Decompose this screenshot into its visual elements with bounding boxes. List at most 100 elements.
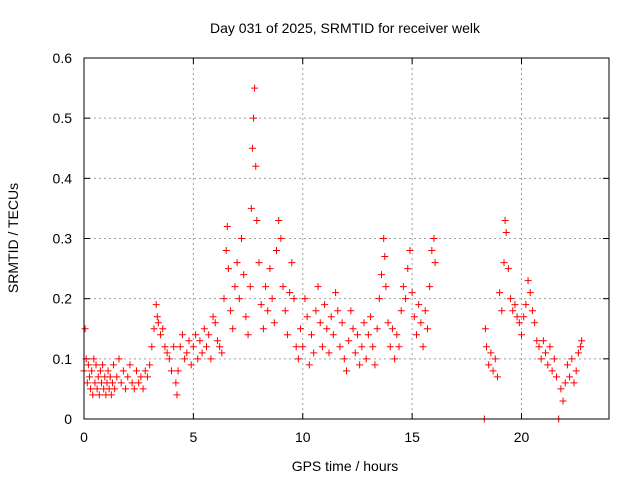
data-point [154, 319, 162, 327]
data-point [498, 307, 506, 315]
y-axis-label: SRMTID / TECUs [5, 183, 21, 293]
data-point [327, 313, 335, 321]
data-point [115, 355, 123, 363]
data-point [487, 349, 495, 357]
data-point [563, 361, 571, 369]
data-point [250, 114, 258, 122]
y-tick-label: 0.4 [53, 170, 73, 186]
data-point [358, 343, 366, 351]
data-point [161, 343, 169, 351]
data-point [223, 222, 231, 230]
data-point [303, 313, 311, 321]
data-point [283, 331, 291, 339]
data-point [163, 349, 171, 357]
data-point [84, 361, 92, 369]
data-point [255, 259, 263, 267]
data-point [168, 367, 175, 375]
data-point [119, 367, 127, 375]
x-axis-label: GPS time / hours [292, 458, 399, 474]
data-point [235, 295, 243, 303]
data-point [378, 271, 385, 279]
data-point [106, 373, 114, 381]
data-point [314, 283, 322, 291]
data-point [481, 325, 489, 333]
data-point [135, 379, 143, 387]
data-point [574, 349, 582, 357]
data-point [316, 319, 324, 327]
data-point [227, 307, 235, 315]
data-point [386, 343, 394, 351]
data-point [340, 355, 348, 363]
data-point [419, 343, 427, 351]
data-point [349, 325, 357, 333]
data-point [238, 235, 245, 242]
data-point [509, 307, 517, 315]
data-point [578, 337, 586, 345]
data-point [504, 265, 512, 273]
data-point [273, 247, 280, 255]
data-point [294, 355, 302, 363]
data-point [520, 313, 528, 321]
data-point [281, 307, 289, 315]
plot-frame [83, 57, 610, 420]
data-point [277, 235, 285, 242]
data-point [264, 307, 272, 315]
data-point [275, 216, 283, 224]
data-point [189, 343, 197, 351]
data-point [399, 283, 407, 291]
data-point [153, 313, 161, 321]
data-point [533, 337, 541, 345]
data-point [257, 301, 265, 309]
data-point [548, 367, 556, 375]
data-point [224, 265, 232, 273]
data-point [360, 319, 368, 327]
data-point [218, 349, 226, 357]
data-point [247, 204, 255, 212]
data-point [391, 355, 399, 363]
data-point [493, 373, 501, 381]
data-point [172, 379, 180, 387]
data-point [176, 343, 184, 351]
data-point [242, 313, 250, 321]
y-tick-label: 0.1 [53, 351, 73, 367]
data-point [262, 283, 270, 291]
x-tick-label: 5 [189, 429, 197, 445]
data-point [157, 331, 165, 339]
data-point [417, 319, 425, 327]
data-point [297, 325, 305, 333]
data-point [93, 385, 101, 393]
data-point [253, 216, 261, 224]
data-point [185, 337, 193, 345]
data-point [524, 277, 532, 285]
data-point [139, 385, 147, 393]
data-point [402, 295, 410, 303]
data-point [423, 325, 431, 333]
data-point [522, 301, 530, 309]
data-point [312, 307, 320, 315]
data-point [334, 307, 342, 315]
data-point [528, 307, 536, 315]
data-point [404, 265, 412, 273]
data-point [367, 313, 375, 321]
data-point [559, 397, 567, 405]
data-point [203, 343, 210, 351]
y-tick-label: 0 [64, 411, 72, 427]
data-point [110, 361, 118, 369]
data-point [252, 162, 260, 170]
data-point [518, 331, 525, 339]
x-tick-label: 20 [514, 429, 530, 445]
data-point [496, 289, 504, 297]
x-tick-label: 10 [295, 429, 311, 445]
data-point [380, 235, 388, 242]
x-tick-label: 15 [404, 429, 420, 445]
data-point [570, 379, 578, 387]
data-point [143, 373, 151, 381]
data-point [81, 325, 89, 333]
data-point [373, 325, 381, 333]
data-point [369, 343, 377, 351]
data-point [537, 355, 545, 363]
data-point [351, 349, 359, 357]
data-point [546, 343, 554, 351]
data-point [288, 259, 296, 267]
